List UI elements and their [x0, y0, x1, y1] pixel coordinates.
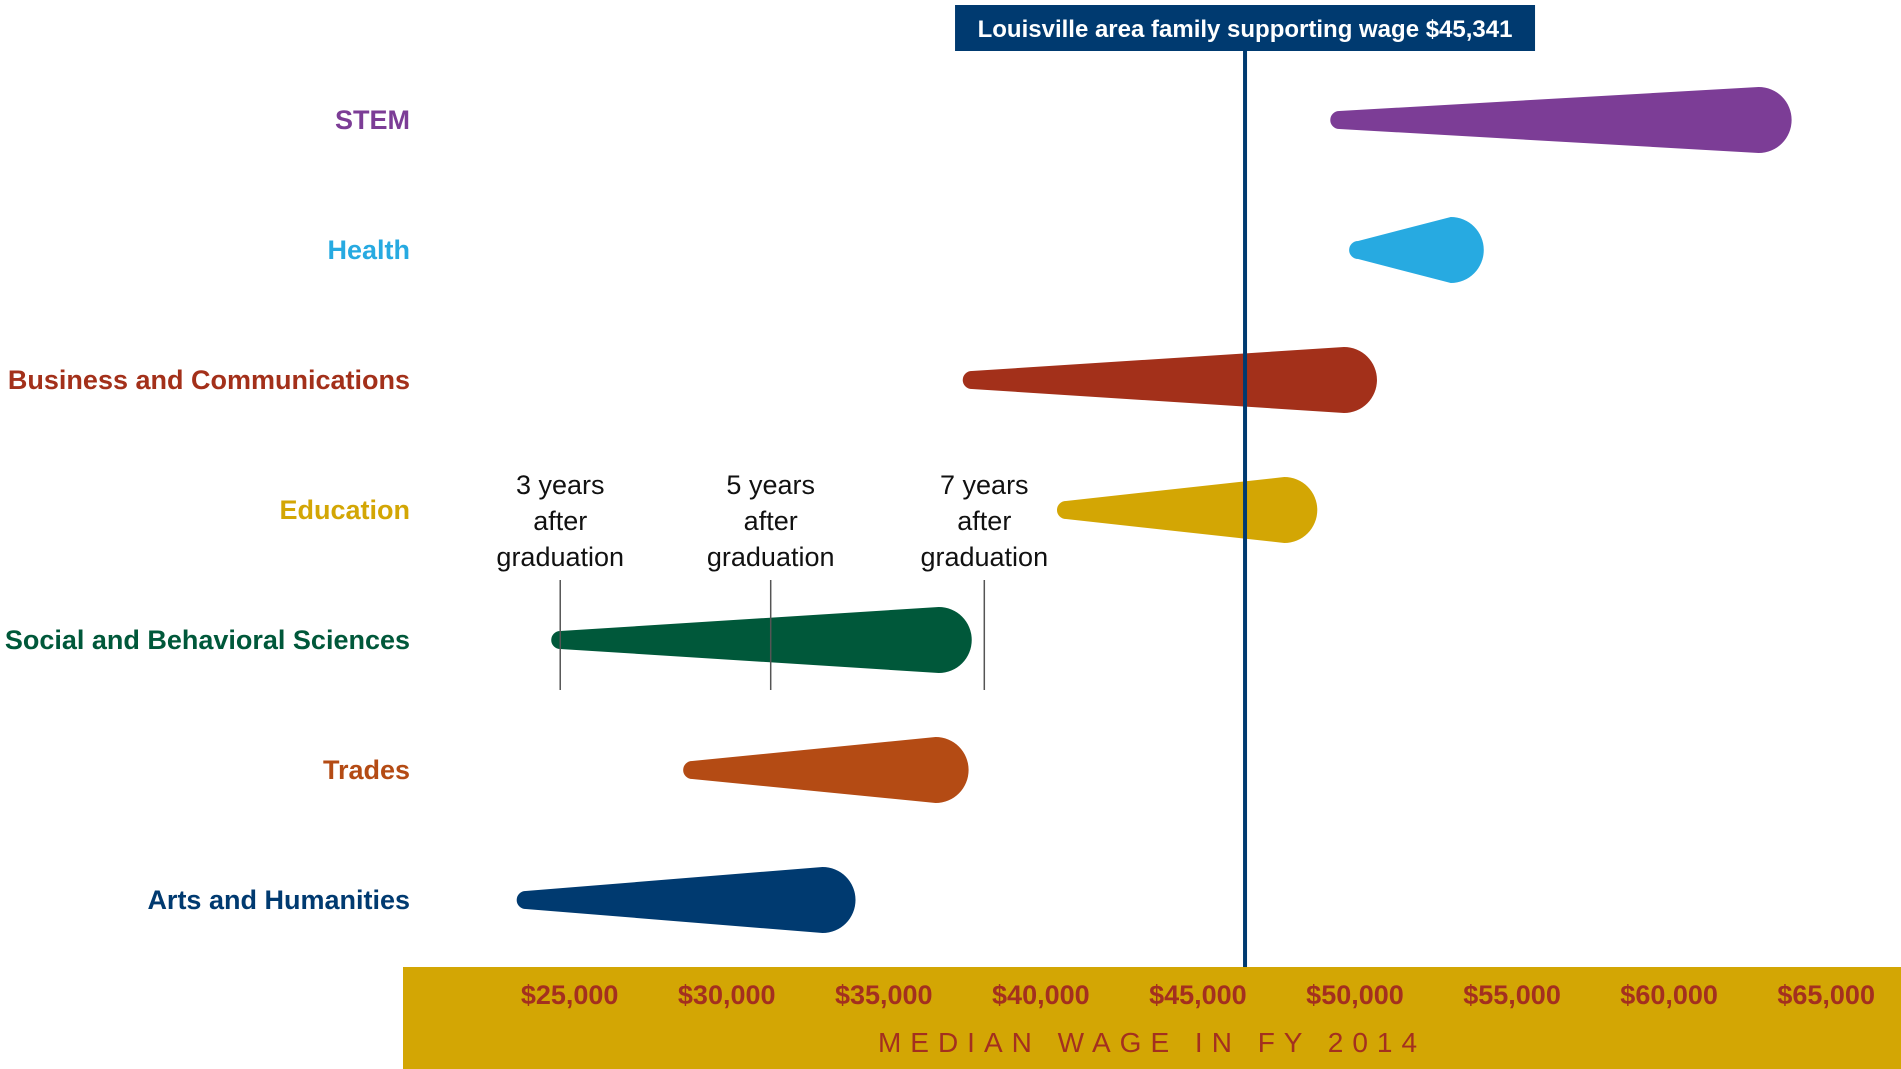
reference-label-box — [955, 5, 1536, 51]
category-labels: STEM Health Business and Communications Edu… — [5, 105, 410, 915]
annotation-3: 7 years after graduation — [920, 470, 1048, 690]
annotation-text: after — [957, 506, 1011, 536]
category-label-arts-and-humanities: Arts and Humanities — [147, 885, 410, 915]
x-tick-labels: $25,000 $30,000 $35,000 $40,000 $45,000 $50,0… — [521, 980, 1875, 1010]
x-tick-label: $30,000 — [678, 980, 776, 1010]
category-label-stem: STEM — [335, 105, 410, 135]
annotation-text: graduation — [707, 542, 835, 572]
annotation-text: after — [533, 506, 587, 536]
reference-label: Louisville area family supporting wage $… — [978, 16, 1513, 43]
annotation-text: graduation — [920, 542, 1048, 572]
annotation-1: 3 years after graduation — [496, 470, 624, 690]
bar-trades — [683, 737, 969, 803]
x-axis-title: MEDIAN WAGE IN FY 2014 — [878, 1027, 1426, 1058]
x-tick-label: $45,000 — [1149, 980, 1247, 1010]
wage-bars — [516, 87, 1792, 933]
annotation-2: 5 years after graduation — [707, 470, 835, 690]
x-tick-label: $50,000 — [1306, 980, 1404, 1010]
bar-health — [1349, 217, 1484, 283]
annotation-text: 3 years — [516, 470, 605, 500]
x-tick-label: $60,000 — [1620, 980, 1718, 1010]
category-label-social-and-behavioral-sciences: Social and Behavioral Sciences — [5, 625, 410, 655]
x-tick-label: $65,000 — [1777, 980, 1875, 1010]
x-tick-label: $35,000 — [835, 980, 933, 1010]
annotation-text: after — [744, 506, 798, 536]
x-tick-label: $55,000 — [1463, 980, 1561, 1010]
bar-business-and-communications — [962, 347, 1377, 413]
axis-band — [403, 967, 1901, 1069]
bar-education — [1056, 477, 1318, 543]
annotation-text: 5 years — [726, 470, 815, 500]
category-label-business-and-communications: Business and Communications — [8, 365, 410, 395]
category-label-trades: Trades — [323, 755, 410, 785]
graduation-annotations: 3 years after graduation 5 years after gradua… — [496, 470, 1048, 690]
bar-stem — [1330, 87, 1792, 153]
bar-arts-and-humanities — [516, 867, 856, 933]
x-tick-label: $40,000 — [992, 980, 1090, 1010]
bar-social-and-behavioral-sciences — [551, 607, 972, 673]
category-label-education: Education — [279, 495, 410, 525]
category-label-health: Health — [327, 235, 410, 265]
annotation-text: graduation — [496, 542, 624, 572]
annotation-text: 7 years — [940, 470, 1029, 500]
x-tick-label: $25,000 — [521, 980, 619, 1010]
